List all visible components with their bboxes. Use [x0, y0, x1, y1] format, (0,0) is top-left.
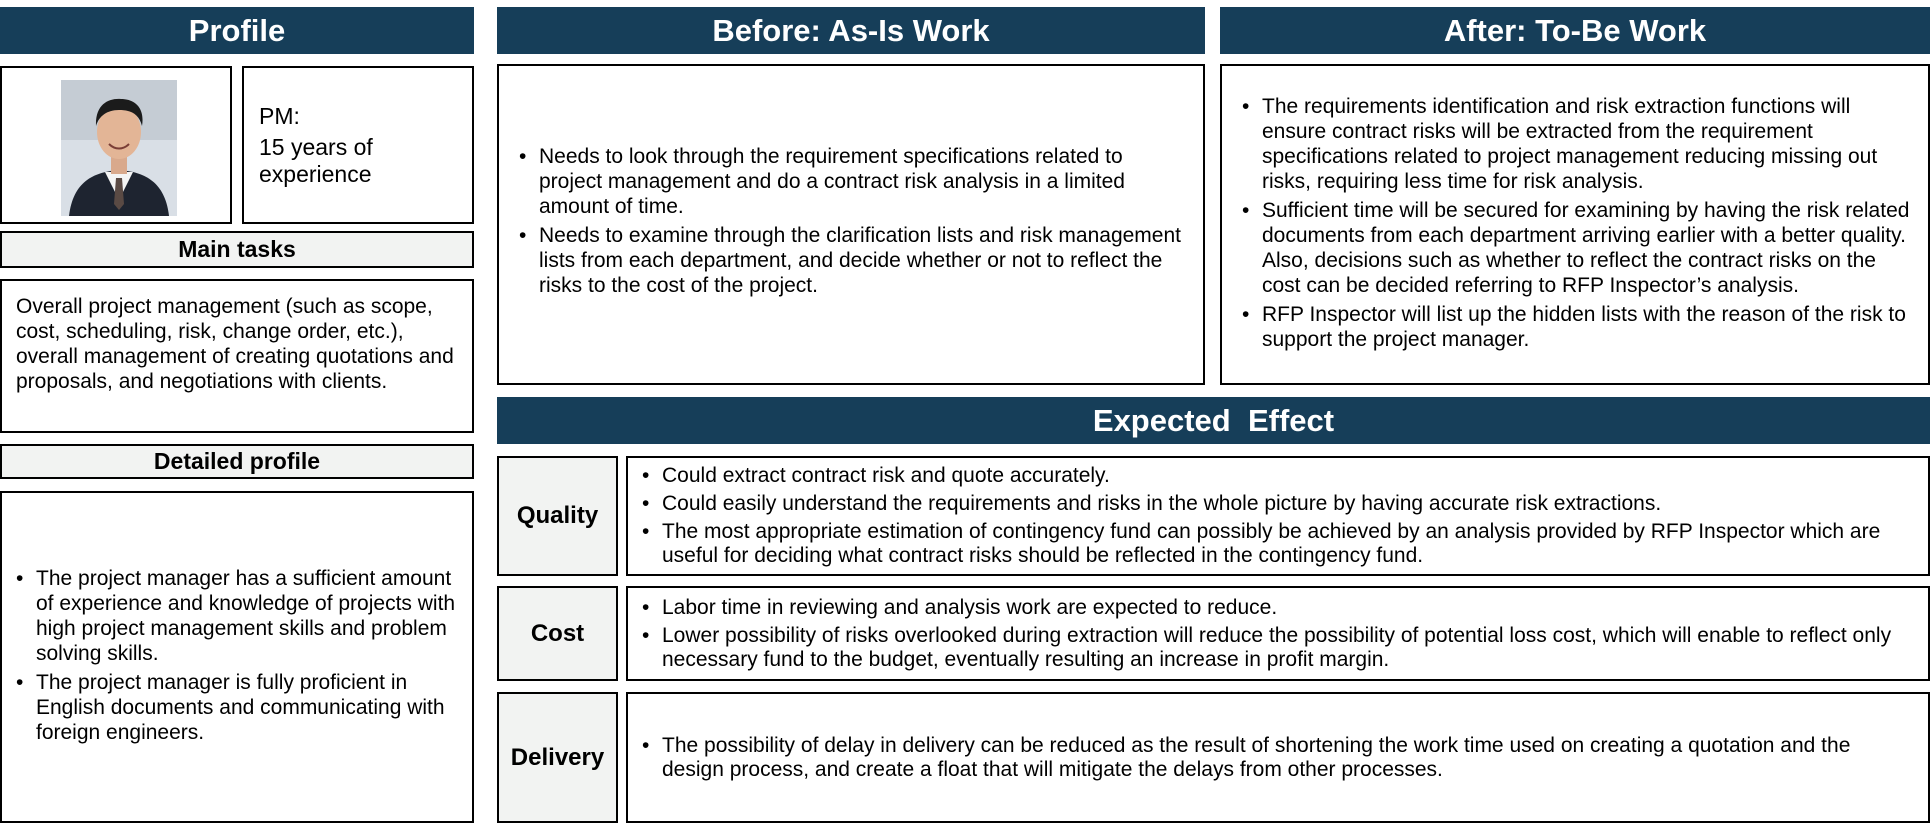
avatar [61, 80, 177, 216]
main-tasks-text: Overall project management (such as scop… [16, 295, 454, 393]
after-list: The requirements identification and risk… [1232, 94, 1918, 356]
expected-effect-header: Expected Effect [497, 397, 1930, 444]
before-list: Needs to look through the requirement sp… [509, 144, 1191, 302]
after-header: After: To-Be Work [1220, 7, 1930, 54]
main-tasks-box: Overall project management (such as scop… [0, 279, 474, 433]
list-item: Lower possibility of risks overlooked du… [632, 624, 1918, 672]
quality-list: Could extract contract risk and quote ac… [632, 464, 1918, 568]
detailed-profile-box: The project manager has a sufficient amo… [0, 491, 474, 823]
cost-list: Labor time in reviewing and analysis wor… [632, 596, 1918, 672]
profile-header: Profile [0, 7, 474, 54]
delivery-label: Delivery [497, 692, 618, 823]
quality-box: Could extract contract risk and quote ac… [626, 456, 1930, 576]
cost-label: Cost [497, 586, 618, 681]
list-item: RFP Inspector will list up the hidden li… [1232, 302, 1918, 352]
main-tasks-label: Main tasks [0, 231, 474, 268]
role-text: PM: [259, 103, 300, 129]
quality-label: Quality [497, 456, 618, 576]
list-item: Could extract contract risk and quote ac… [632, 464, 1918, 488]
list-item: Could easily understand the requirements… [632, 492, 1918, 516]
list-item: Needs to look through the requirement sp… [509, 144, 1191, 219]
detailed-profile-list: The project manager has a sufficient amo… [6, 566, 460, 749]
list-item: The project manager is fully proficient … [6, 670, 460, 745]
avatar-box [0, 66, 232, 224]
detailed-profile-label: Detailed profile [0, 444, 474, 479]
experience-text: 15 years of experience [259, 134, 373, 187]
list-item: The requirements identification and risk… [1232, 94, 1918, 194]
delivery-box: The possibility of delay in delivery can… [626, 692, 1930, 823]
cost-box: Labor time in reviewing and analysis wor… [626, 586, 1930, 681]
list-item: The project manager has a sufficient amo… [6, 566, 460, 666]
list-item: Labor time in reviewing and analysis wor… [632, 596, 1918, 620]
before-header: Before: As-Is Work [497, 7, 1205, 54]
list-item: Sufficient time will be secured for exam… [1232, 198, 1918, 298]
delivery-list: The possibility of delay in delivery can… [632, 734, 1918, 782]
list-item: The most appropriate estimation of conti… [632, 520, 1918, 568]
list-item: Needs to examine through the clarificati… [509, 223, 1191, 298]
after-box: The requirements identification and risk… [1220, 64, 1930, 385]
before-box: Needs to look through the requirement sp… [497, 64, 1205, 385]
list-item: The possibility of delay in delivery can… [632, 734, 1918, 782]
profile-summary-box: PM: 15 years of experience [242, 66, 474, 224]
